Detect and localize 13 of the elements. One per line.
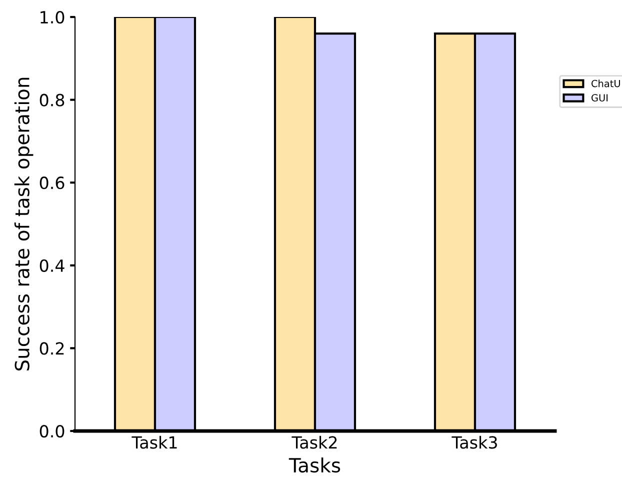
y-tick-label: 0.8	[40, 94, 64, 106]
y-tick-label: 0.2	[40, 342, 64, 355]
y-axis-title: Success rate of task operation	[14, 78, 34, 370]
y-tick-label: 0.4	[40, 259, 64, 272]
legend-label: GUI	[592, 94, 608, 102]
x-tick-label: Task2	[292, 436, 337, 449]
x-tick-label: Task1	[132, 436, 177, 449]
y-tick-label: 0.0	[40, 424, 64, 438]
x-tick-label: Task3	[452, 436, 497, 449]
y-tick-label: 0.6	[40, 176, 64, 190]
legend-label: ChatU	[592, 80, 620, 88]
y-tick-label: 1.0	[40, 10, 64, 24]
x-axis-title: Tasks	[288, 458, 340, 473]
